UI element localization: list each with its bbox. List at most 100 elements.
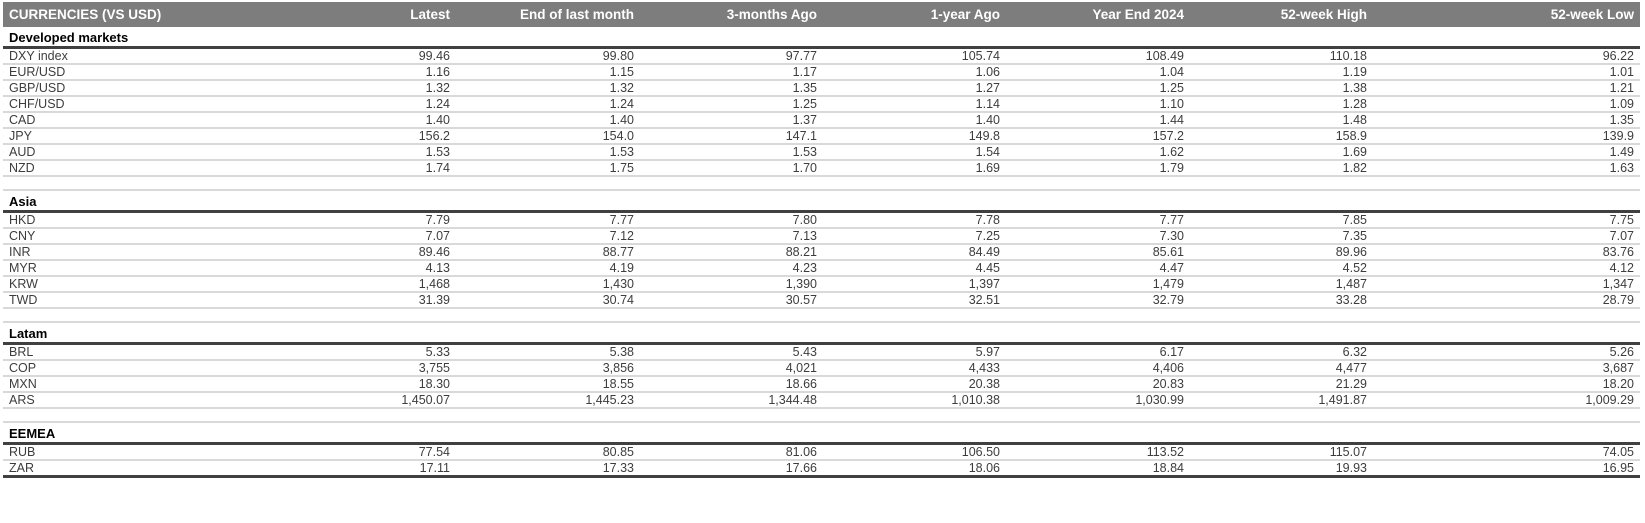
value-cell: 4.13 bbox=[288, 260, 456, 277]
table-header-row: CURRENCIES (VS USD) Latest End of last m… bbox=[3, 2, 1640, 27]
value-cell: 1.21 bbox=[1373, 80, 1640, 97]
value-cell: 1.53 bbox=[456, 144, 640, 161]
value-cell: 1.32 bbox=[288, 80, 456, 97]
value-cell: 30.74 bbox=[456, 292, 640, 309]
value-cell: 7.77 bbox=[456, 211, 640, 229]
section-spacer bbox=[3, 308, 1640, 323]
value-cell: 4.45 bbox=[823, 260, 1006, 277]
value-cell: 6.32 bbox=[1190, 343, 1373, 361]
value-cell: 4,477 bbox=[1190, 360, 1373, 377]
value-cell: 1.16 bbox=[288, 64, 456, 81]
value-cell: 1.75 bbox=[456, 160, 640, 177]
section-header-developed-markets: Developed markets bbox=[3, 27, 1640, 49]
section-spacer-cell bbox=[3, 408, 1640, 423]
value-cell: 7.79 bbox=[288, 211, 456, 229]
value-cell: 96.22 bbox=[1373, 47, 1640, 65]
value-cell: 1.74 bbox=[288, 160, 456, 177]
value-cell: 1,030.99 bbox=[1006, 392, 1190, 409]
value-cell: 77.54 bbox=[288, 443, 456, 461]
table-row: CHF/USD 1.24 1.24 1.25 1.14 1.10 1.28 1.09 bbox=[3, 96, 1640, 113]
value-cell: 99.80 bbox=[456, 47, 640, 65]
value-cell: 74.05 bbox=[1373, 443, 1640, 461]
value-cell: 1,450.07 bbox=[288, 392, 456, 409]
value-cell: 115.07 bbox=[1190, 443, 1373, 461]
value-cell: 97.77 bbox=[640, 47, 823, 65]
value-cell: 1,010.38 bbox=[823, 392, 1006, 409]
table-row: INR 89.46 88.77 88.21 84.49 85.61 89.96 83.76 bbox=[3, 244, 1640, 261]
value-cell: 1,487 bbox=[1190, 276, 1373, 293]
value-cell: 1,479 bbox=[1006, 276, 1190, 293]
value-cell: 147.1 bbox=[640, 128, 823, 145]
value-cell: 5.26 bbox=[1373, 343, 1640, 361]
value-cell: 20.38 bbox=[823, 376, 1006, 393]
value-cell: 1,397 bbox=[823, 276, 1006, 293]
section-spacer-cell bbox=[3, 308, 1640, 323]
table-row: MXN 18.30 18.55 18.66 20.38 20.83 21.29 18.20 bbox=[3, 376, 1640, 393]
value-cell: 149.8 bbox=[823, 128, 1006, 145]
value-cell: 3,755 bbox=[288, 360, 456, 377]
value-cell: 139.9 bbox=[1373, 128, 1640, 145]
row-label: EUR/USD bbox=[3, 64, 288, 81]
column-header-52-week-high: 52-week High bbox=[1190, 2, 1373, 27]
value-cell: 1.69 bbox=[1190, 144, 1373, 161]
value-cell: 106.50 bbox=[823, 443, 1006, 461]
value-cell: 157.2 bbox=[1006, 128, 1190, 145]
value-cell: 85.61 bbox=[1006, 244, 1190, 261]
section-title: Developed markets bbox=[3, 27, 1640, 49]
value-cell: 1.37 bbox=[640, 112, 823, 129]
value-cell: 1.40 bbox=[823, 112, 1006, 129]
value-cell: 5.38 bbox=[456, 343, 640, 361]
table-row: TWD 31.39 30.74 30.57 32.51 32.79 33.28 28.79 bbox=[3, 292, 1640, 309]
row-label: RUB bbox=[3, 443, 288, 461]
value-cell: 32.79 bbox=[1006, 292, 1190, 309]
row-label: ZAR bbox=[3, 460, 288, 478]
table-row: NZD 1.74 1.75 1.70 1.69 1.79 1.82 1.63 bbox=[3, 160, 1640, 177]
value-cell: 5.97 bbox=[823, 343, 1006, 361]
value-cell: 1.28 bbox=[1190, 96, 1373, 113]
value-cell: 7.77 bbox=[1006, 211, 1190, 229]
value-cell: 1.25 bbox=[640, 96, 823, 113]
value-cell: 1.53 bbox=[640, 144, 823, 161]
value-cell: 1.53 bbox=[288, 144, 456, 161]
section-spacer bbox=[3, 176, 1640, 191]
row-label: JPY bbox=[3, 128, 288, 145]
value-cell: 89.96 bbox=[1190, 244, 1373, 261]
value-cell: 18.06 bbox=[823, 460, 1006, 478]
row-label: CHF/USD bbox=[3, 96, 288, 113]
value-cell: 88.77 bbox=[456, 244, 640, 261]
table-row: GBP/USD 1.32 1.32 1.35 1.27 1.25 1.38 1.21 bbox=[3, 80, 1640, 97]
value-cell: 17.11 bbox=[288, 460, 456, 478]
value-cell: 1.63 bbox=[1373, 160, 1640, 177]
value-cell: 1.40 bbox=[288, 112, 456, 129]
value-cell: 110.18 bbox=[1190, 47, 1373, 65]
column-header-year-end-2024: Year End 2024 bbox=[1006, 2, 1190, 27]
section-title: Asia bbox=[3, 190, 1640, 213]
value-cell: 33.28 bbox=[1190, 292, 1373, 309]
table-row: ARS 1,450.07 1,445.23 1,344.48 1,010.38 1,030… bbox=[3, 392, 1640, 409]
value-cell: 1.79 bbox=[1006, 160, 1190, 177]
value-cell: 1.32 bbox=[456, 80, 640, 97]
value-cell: 4,406 bbox=[1006, 360, 1190, 377]
value-cell: 1.54 bbox=[823, 144, 1006, 161]
value-cell: 83.76 bbox=[1373, 244, 1640, 261]
value-cell: 1,445.23 bbox=[456, 392, 640, 409]
value-cell: 3,687 bbox=[1373, 360, 1640, 377]
row-label: HKD bbox=[3, 211, 288, 229]
value-cell: 1.49 bbox=[1373, 144, 1640, 161]
value-cell: 99.46 bbox=[288, 47, 456, 65]
value-cell: 5.33 bbox=[288, 343, 456, 361]
value-cell: 5.43 bbox=[640, 343, 823, 361]
value-cell: 7.07 bbox=[1373, 228, 1640, 245]
row-label: NZD bbox=[3, 160, 288, 177]
value-cell: 1.48 bbox=[1190, 112, 1373, 129]
section-header-latam: Latam bbox=[3, 322, 1640, 345]
section-header-asia: Asia bbox=[3, 190, 1640, 213]
row-label: CAD bbox=[3, 112, 288, 129]
value-cell: 1.14 bbox=[823, 96, 1006, 113]
value-cell: 156.2 bbox=[288, 128, 456, 145]
value-cell: 3,856 bbox=[456, 360, 640, 377]
currencies-report: CURRENCIES (VS USD) Latest End of last m… bbox=[3, 2, 1640, 478]
value-cell: 1,468 bbox=[288, 276, 456, 293]
value-cell: 1.10 bbox=[1006, 96, 1190, 113]
column-header-3-months-ago: 3-months Ago bbox=[640, 2, 823, 27]
